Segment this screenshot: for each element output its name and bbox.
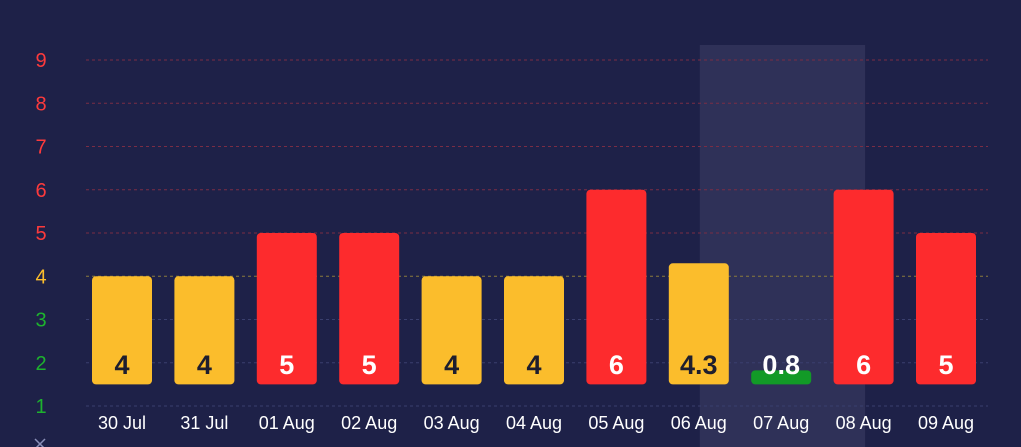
- bar-value-label: 4: [114, 350, 129, 380]
- x-tick-label: 30 Jul: [98, 413, 146, 433]
- y-tick-label: 5: [35, 223, 46, 245]
- x-tick-label: 08 Aug: [836, 413, 892, 433]
- bar-value-label: 4: [197, 350, 212, 380]
- x-tick-label: 09 Aug: [918, 413, 974, 433]
- bar-value-label: 4: [526, 350, 541, 380]
- y-tick-label: 4: [35, 266, 46, 288]
- bar[interactable]: [504, 276, 564, 385]
- x-tick-label: 05 Aug: [588, 413, 644, 433]
- bar[interactable]: [174, 276, 235, 385]
- bar[interactable]: [586, 189, 647, 385]
- y-tick-label: 9: [35, 50, 46, 72]
- y-tick-label: 6: [35, 180, 46, 202]
- bar[interactable]: [751, 370, 812, 385]
- y-tick-label: 2: [35, 353, 46, 375]
- bar[interactable]: [421, 276, 482, 385]
- x-tick-label: 06 Aug: [671, 413, 727, 433]
- bar-value-label: 4: [444, 350, 459, 380]
- bar-value-label: 0.8: [762, 350, 800, 380]
- axis-marker-icon: [35, 438, 46, 447]
- bar[interactable]: [339, 233, 400, 385]
- bar[interactable]: [668, 263, 729, 385]
- bar-value-label: 4.3: [680, 350, 718, 380]
- y-tick-label: 3: [35, 310, 46, 332]
- x-tick-label: 01 Aug: [259, 413, 315, 433]
- bar[interactable]: [916, 233, 976, 385]
- bar-value-label: 5: [938, 350, 953, 380]
- x-tick-label: 02 Aug: [341, 413, 397, 433]
- bar-value-label: 6: [609, 350, 624, 380]
- bar[interactable]: [256, 233, 317, 385]
- x-tick-label: 03 Aug: [424, 413, 480, 433]
- bar-value-label: 6: [856, 350, 871, 380]
- bar[interactable]: [92, 276, 152, 385]
- bar[interactable]: [833, 189, 894, 385]
- x-tick-label: 04 Aug: [506, 413, 562, 433]
- y-tick-label: 1: [35, 396, 46, 418]
- bar-value-label: 5: [279, 350, 294, 380]
- bar-value-label: 5: [362, 350, 377, 380]
- x-tick-label: 31 Jul: [180, 413, 228, 433]
- x-tick-label: 07 Aug: [753, 413, 809, 433]
- y-tick-label: 7: [35, 137, 46, 159]
- y-tick-label: 8: [35, 93, 46, 115]
